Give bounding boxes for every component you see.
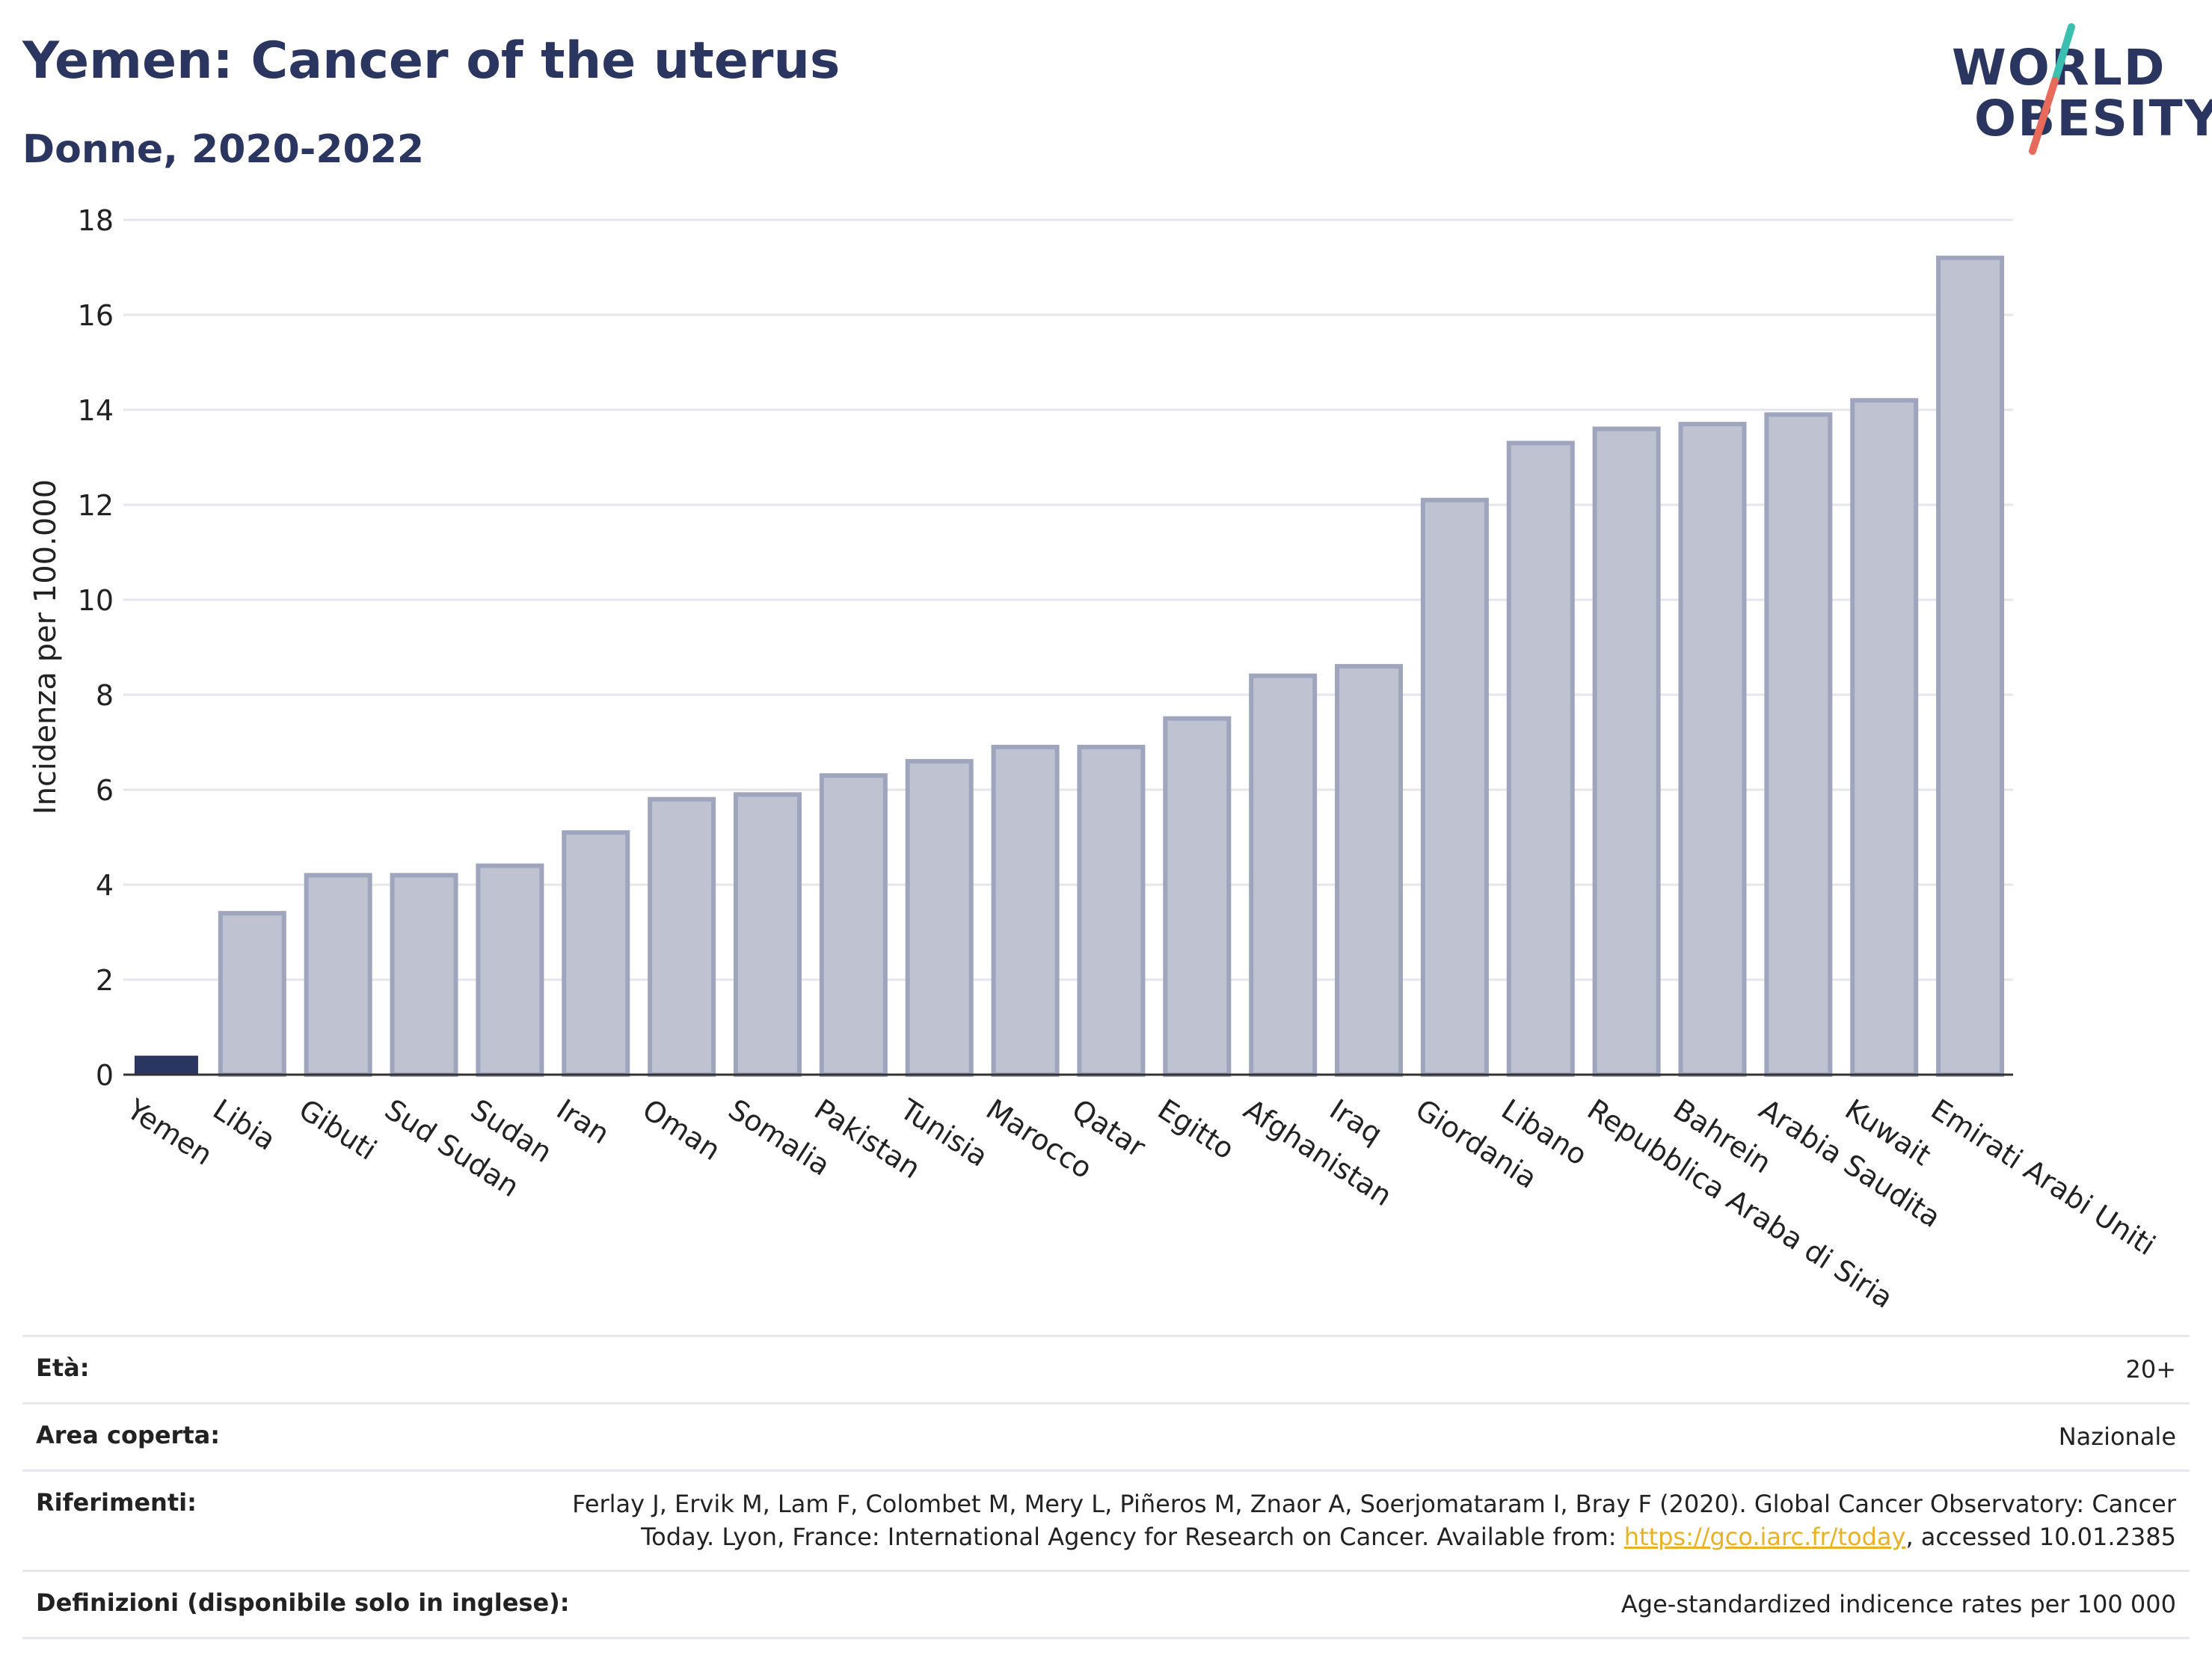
meta-area-value: Nazionale xyxy=(2058,1422,2176,1452)
metadata-table: Età: 20+ Area coperta: Nazionale Riferim… xyxy=(22,1335,2190,1639)
bar-gibuti xyxy=(304,873,372,1078)
x-tick-label: Emirati Arabi Uniti xyxy=(1925,1093,2160,1262)
bar-arabia-saudita xyxy=(1764,412,1833,1077)
meta-ref-label: Riferimenti: xyxy=(36,1488,197,1517)
bars xyxy=(134,255,2005,1078)
y-tick-label: 4 xyxy=(96,869,114,902)
y-tick-label: 2 xyxy=(96,964,114,997)
bar-bahrein xyxy=(1678,422,1747,1077)
y-tick-label: 0 xyxy=(96,1059,114,1092)
bar-oman xyxy=(648,796,716,1077)
y-tick-label: 12 xyxy=(78,489,114,522)
y-tick-label: 18 xyxy=(78,204,114,237)
bar-afghanistan xyxy=(1249,673,1318,1077)
logo-slash-icon xyxy=(2029,23,2075,155)
bar-iran xyxy=(562,830,630,1078)
bar-qatar xyxy=(1077,744,1146,1077)
meta-ref-text-1: Ferlay J, Ervik M, Lam F, Colombet M, Me… xyxy=(572,1490,2176,1551)
chart-title: Yemen: Cancer of the uterus xyxy=(22,31,841,90)
x-tick-label: Gibuti xyxy=(293,1093,382,1167)
meta-age-label: Età: xyxy=(36,1354,90,1382)
y-axis-label: Incidenza per 100.000 xyxy=(28,479,63,814)
meta-ref-value: Ferlay J, Ervik M, Lam F, Colombet M, Me… xyxy=(531,1488,2176,1553)
bar-giordania xyxy=(1420,497,1489,1077)
chart-subtitle: Donne, 2020-2022 xyxy=(22,127,425,172)
x-tick-label: Egitto xyxy=(1152,1093,1241,1166)
y-tick-label: 14 xyxy=(78,394,114,427)
bar-libano xyxy=(1506,440,1575,1077)
world-obesity-logo: WORLD OBESITY xyxy=(1952,22,2212,157)
x-tick-label: Iraq xyxy=(1324,1093,1388,1150)
bar-emirati-arabi-uniti xyxy=(1936,255,2005,1077)
meta-row-area: Area coperta: Nazionale xyxy=(22,1402,2190,1470)
bar-yemen xyxy=(134,1055,198,1075)
meta-row-definitions: Definizioni (disponibile solo in inglese… xyxy=(22,1569,2190,1639)
x-tick-label: Iran xyxy=(551,1093,615,1150)
x-tick-label: Oman xyxy=(636,1093,726,1167)
x-tick-label: Afghanistan xyxy=(1238,1093,1398,1212)
meta-def-label: Definizioni (disponibile solo in inglese… xyxy=(36,1588,570,1617)
y-tick-label: 8 xyxy=(96,679,114,712)
bar-tunisia xyxy=(905,758,974,1078)
bar-marocco xyxy=(991,744,1060,1077)
bar-repubblica-araba-di-siria xyxy=(1592,426,1661,1077)
meta-row-references: Riferimenti: Ferlay J, Ervik M, Lam F, C… xyxy=(22,1470,2190,1569)
meta-row-age: Età: 20+ xyxy=(22,1335,2190,1402)
meta-age-value: 20+ xyxy=(2125,1355,2176,1384)
y-tick-label: 6 xyxy=(96,774,114,807)
y-tick-label: 10 xyxy=(78,584,114,617)
x-tick-label: Yemen xyxy=(120,1093,218,1172)
bar-kuwait xyxy=(1850,398,1919,1077)
y-tick-labels: 0 2 4 6 8 10 12 14 16 18 xyxy=(78,204,114,1092)
bar-sud-sudan xyxy=(390,873,458,1078)
x-tick-label: Libia xyxy=(207,1093,281,1157)
bar-pakistan xyxy=(819,773,888,1077)
y-tick-label: 16 xyxy=(78,299,114,332)
bar-iraq xyxy=(1335,663,1404,1077)
bar-sudan xyxy=(476,863,544,1077)
meta-def-value: Age-standardized indicence rates per 100… xyxy=(1620,1589,2176,1618)
meta-ref-link[interactable]: https://gco.iarc.fr/today xyxy=(1623,1522,1906,1551)
meta-ref-text-2: , accessed 10.01.2385 xyxy=(1905,1522,2176,1551)
bar-egitto xyxy=(1163,716,1232,1077)
bar-libia xyxy=(218,911,286,1077)
logo-line-2: OBESITY xyxy=(1974,90,2212,147)
bar-somalia xyxy=(733,792,802,1077)
meta-area-label: Area coperta: xyxy=(36,1421,221,1450)
